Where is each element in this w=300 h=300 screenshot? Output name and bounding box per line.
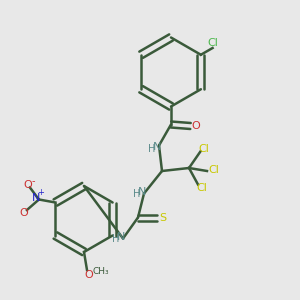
Text: O: O — [23, 179, 32, 190]
Text: H: H — [148, 143, 155, 154]
Text: N: N — [32, 193, 40, 203]
Text: N: N — [153, 142, 162, 152]
Text: CH₃: CH₃ — [92, 267, 109, 276]
Text: Cl: Cl — [199, 144, 209, 154]
Text: O: O — [191, 121, 200, 131]
Text: N: N — [117, 232, 126, 242]
Text: H: H — [133, 188, 140, 199]
Text: O: O — [19, 208, 28, 218]
Text: O: O — [84, 269, 93, 280]
Text: N: N — [138, 187, 147, 197]
Text: H: H — [112, 233, 119, 244]
Text: Cl: Cl — [208, 164, 219, 175]
Text: -: - — [31, 176, 35, 186]
Text: +: + — [37, 188, 44, 197]
Text: Cl: Cl — [196, 182, 207, 193]
Text: Cl: Cl — [207, 38, 218, 49]
Text: S: S — [159, 212, 167, 223]
